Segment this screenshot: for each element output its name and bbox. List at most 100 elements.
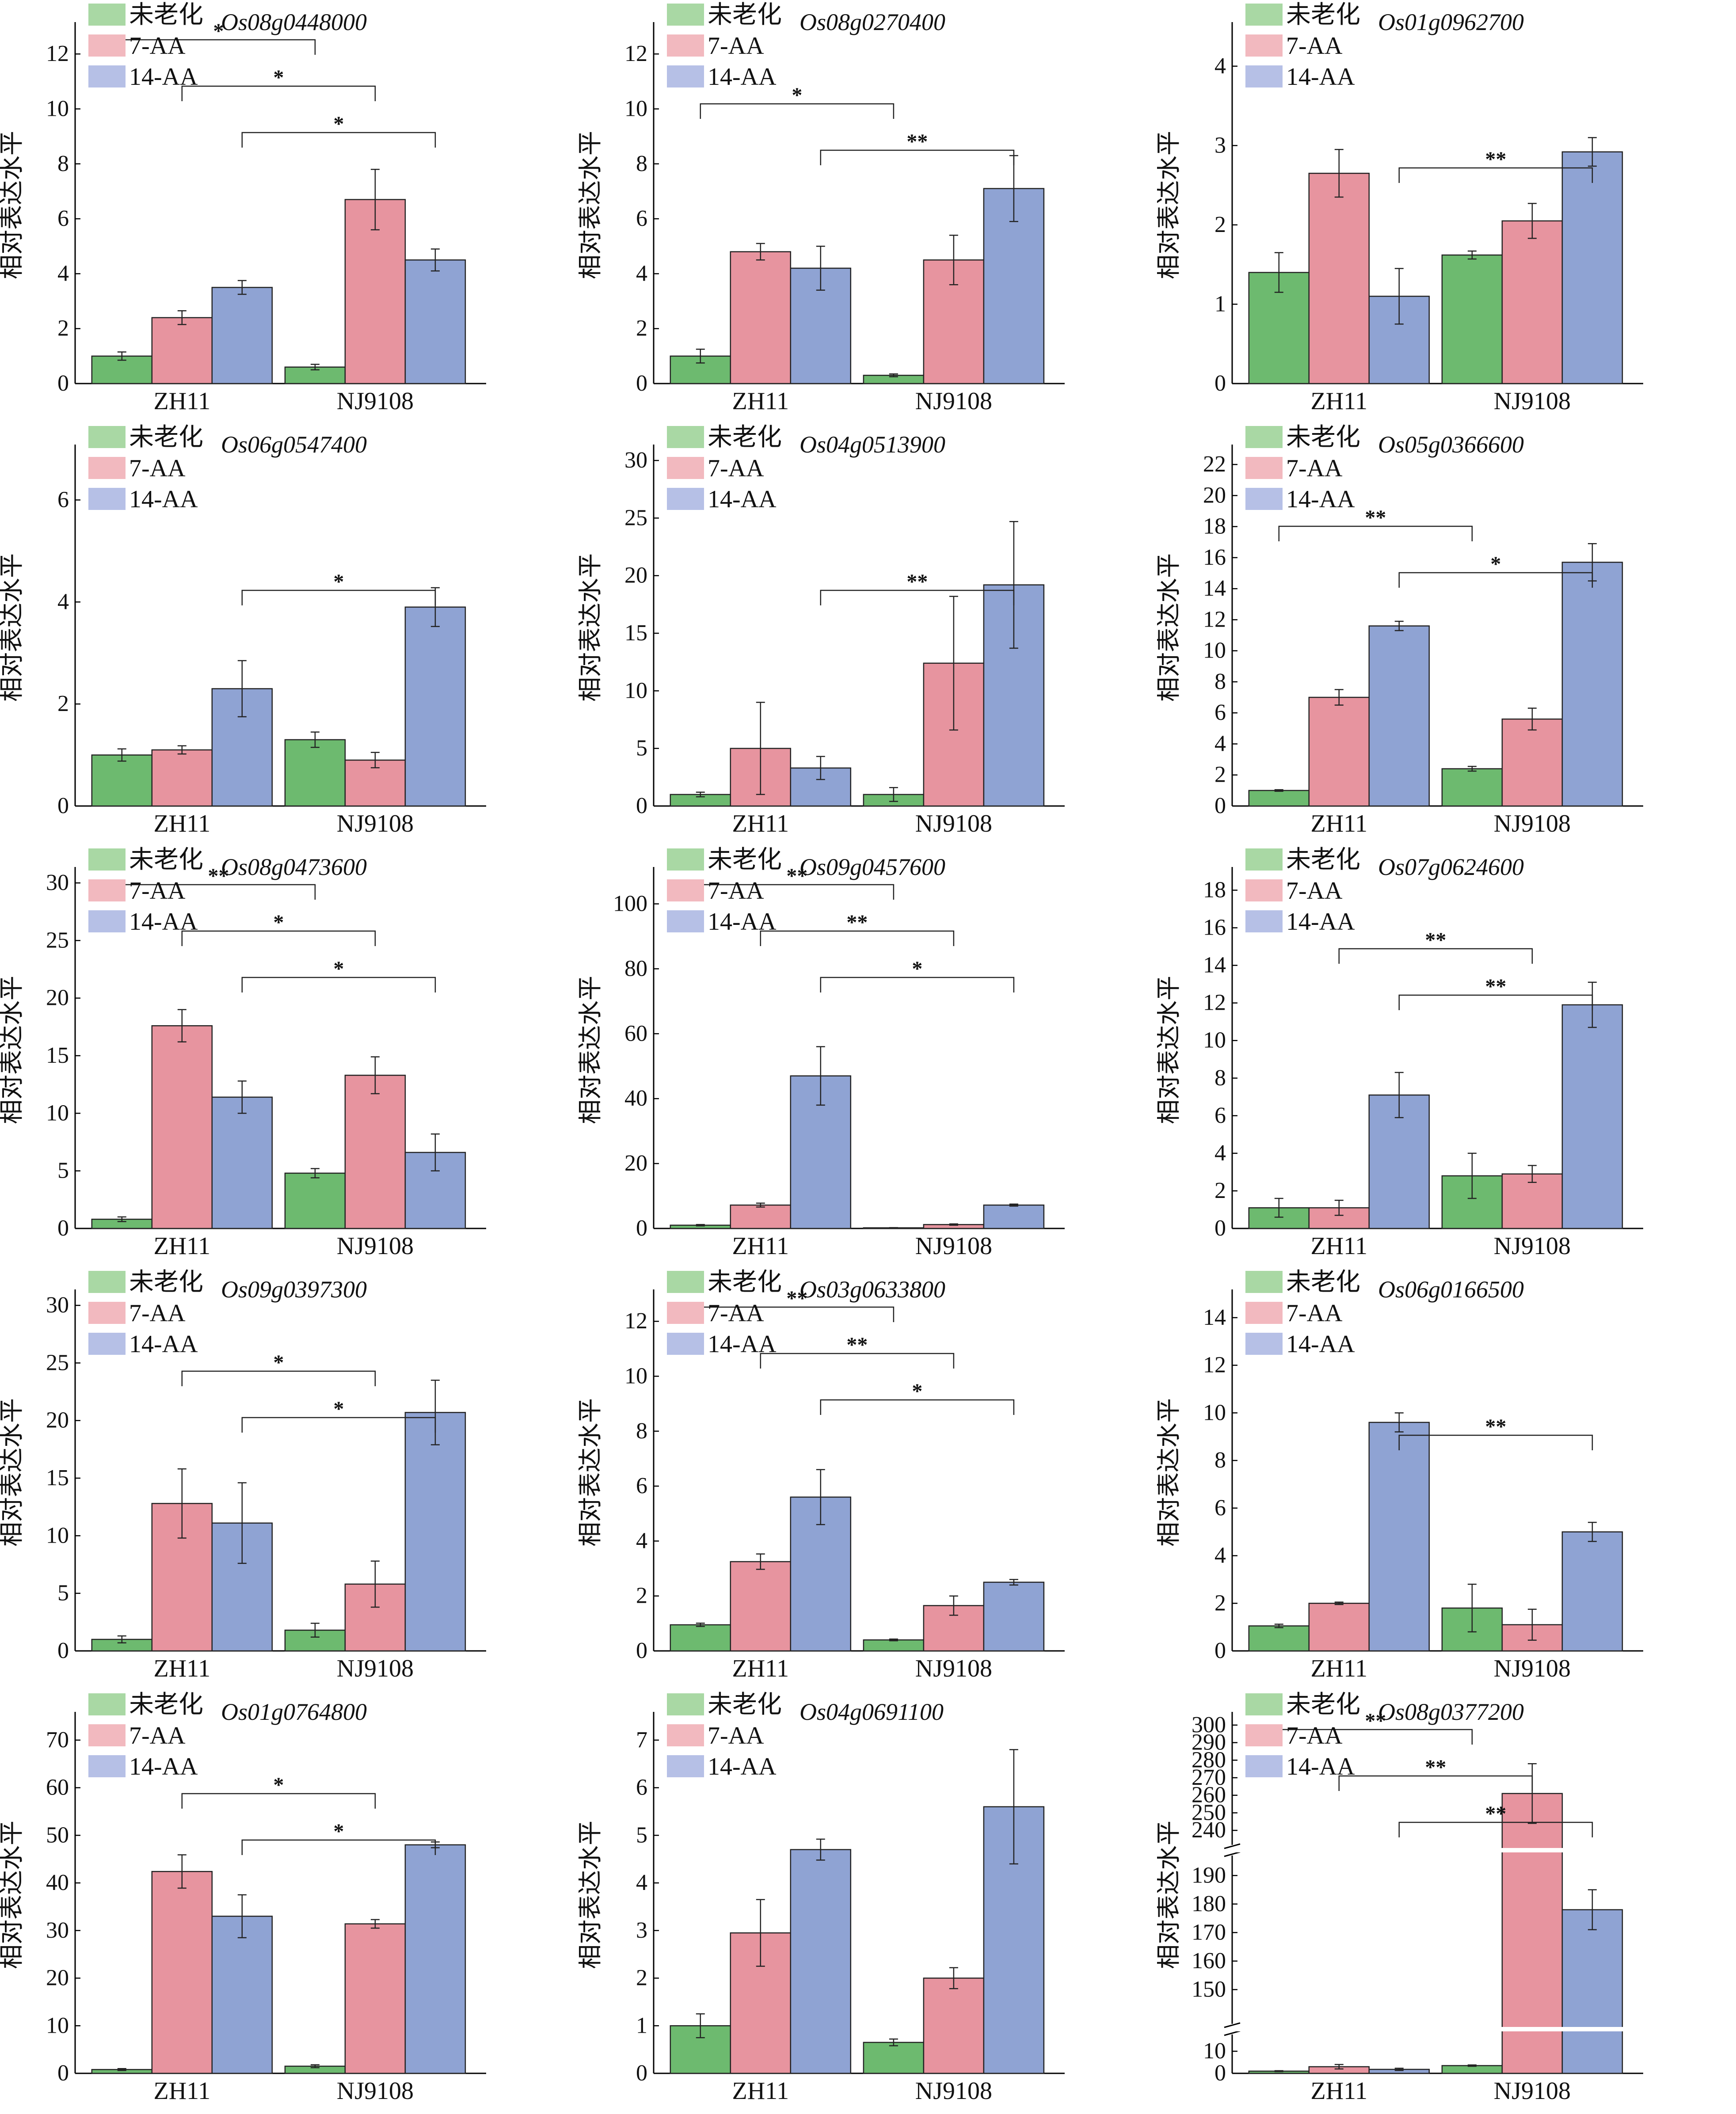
- y-tick-label: 0: [57, 371, 69, 396]
- y-axis-label: 相对表达水平: [1157, 976, 1183, 1124]
- y-tick-label: 280: [1192, 1747, 1226, 1772]
- break-band: [1234, 1848, 1641, 1852]
- significance-bracket: [181, 85, 376, 101]
- chart-title: Os08g0270400: [799, 9, 945, 35]
- y-axis-label: 相对表达水平: [1157, 131, 1183, 279]
- y-tick-label: 10: [1203, 2038, 1226, 2064]
- x-tick-label: NJ9108: [915, 2077, 992, 2105]
- y-axis-label: 相对表达水平: [579, 553, 604, 702]
- y-tick-label: 0: [636, 2061, 647, 2086]
- x-tick-label: NJ9108: [337, 1655, 414, 1682]
- chart-panel-Os08g0377200: 0 10 150 160 170 180 190 240 250 260 270 280 290 300 相…: [1157, 1690, 1736, 2112]
- legend-swatch-unaged: [88, 1271, 126, 1293]
- legend-swatch-unaged: [88, 4, 126, 26]
- y-tick-label: 14: [1203, 1305, 1226, 1330]
- chart-svg: 0 2 4 6 8 10 12 14 16 18 相对表达水平 ZH11 NJ9108 ** ** 未老化 7-…: [1157, 846, 1643, 1260]
- y-axis-label: 相对表达水平: [1157, 1398, 1183, 1547]
- legend-swatch-unaged: [667, 848, 704, 871]
- bar-aa14: [790, 767, 852, 807]
- y-tick-label: 2: [636, 316, 647, 341]
- legend-label: 7-AA: [708, 1722, 764, 1749]
- significance-bracket: [241, 977, 436, 992]
- legend-label: 未老化: [129, 846, 203, 874]
- y-tick-label: 4: [636, 1528, 647, 1553]
- bar-aa7: [151, 1871, 213, 2074]
- legend-label: 未老化: [129, 1, 203, 29]
- legend-swatch-aa14: [1245, 1333, 1283, 1355]
- bar-unaged: [1248, 790, 1310, 807]
- y-tick-label: 250: [1192, 1800, 1226, 1825]
- chart-svg: 0 10 20 30 40 50 60 70 相对表达水平 ZH11 NJ9108 * * 未老化 7-AA…: [0, 1691, 486, 2105]
- y-tick-label: 0: [57, 793, 69, 818]
- legend-label: 14-AA: [1286, 1331, 1355, 1358]
- legend-swatch-aa14: [1245, 65, 1283, 87]
- x-tick-label: NJ9108: [1494, 2077, 1571, 2105]
- axis-break-mark: [1224, 2022, 1241, 2028]
- y-tick-label: 2: [636, 1583, 647, 1608]
- bar-unaged: [1441, 254, 1503, 384]
- y-tick-label: 60: [46, 1775, 69, 1800]
- y-tick-label: 5: [57, 1158, 69, 1183]
- legend-swatch-aa7: [1245, 1724, 1283, 1746]
- bar-aa7: [151, 1025, 213, 1229]
- y-tick-label: 180: [1192, 1891, 1226, 1916]
- chart-panel-Os07g0624600: 0 2 4 6 8 10 12 14 16 18 相对表达水平 ZH11 NJ9108 ** ** 未老化 7-…: [1157, 845, 1736, 1267]
- y-tick-label: 18: [1203, 878, 1226, 903]
- significance-label: **: [786, 1287, 807, 1310]
- bar-aa7: [151, 749, 213, 807]
- significance-label: **: [1485, 975, 1506, 998]
- y-tick-label: 10: [46, 2013, 69, 2038]
- legend-label: 7-AA: [129, 1300, 186, 1327]
- y-tick-label: 0: [1214, 1216, 1226, 1241]
- axis-break-mark: [1224, 1851, 1241, 1857]
- y-tick-label: 10: [46, 96, 69, 121]
- y-tick-label: 0: [1214, 371, 1226, 396]
- y-tick-label: 12: [624, 41, 647, 66]
- significance-bracket: [1398, 572, 1593, 588]
- bar-aa14: [1561, 562, 1623, 807]
- x-tick-label: ZH11: [732, 1655, 789, 1682]
- legend-swatch-aa7: [88, 1724, 126, 1746]
- bar-unaged: [1441, 768, 1503, 807]
- y-tick-label: 60: [624, 1021, 647, 1046]
- y-tick-label: 22: [1203, 452, 1226, 477]
- y-axis-label: 相对表达水平: [579, 1398, 604, 1547]
- y-tick-label: 1: [636, 2013, 647, 2038]
- legend-label: 14-AA: [708, 908, 777, 935]
- y-tick-label: 40: [624, 1086, 647, 1111]
- significance-label: *: [333, 1397, 344, 1421]
- bar-aa7: [730, 1561, 792, 1652]
- x-tick-label: ZH11: [732, 2077, 789, 2105]
- legend-swatch-aa14: [1245, 910, 1283, 932]
- legend-swatch-unaged: [88, 1693, 126, 1715]
- bar-aa14: [211, 287, 273, 384]
- bar-aa7: [1308, 696, 1370, 807]
- bar-unaged: [284, 1172, 346, 1229]
- significance-label: **: [846, 911, 868, 934]
- legend-label: 未老化: [708, 1269, 782, 1296]
- chart-title: Os01g0764800: [221, 1699, 367, 1725]
- significance-label: **: [786, 864, 807, 888]
- legend-label: 未老化: [708, 1691, 782, 1719]
- bar-aa7: [1501, 1173, 1563, 1229]
- significance-label: *: [333, 957, 344, 981]
- legend-label: 未老化: [1286, 1, 1360, 29]
- chart-title: Os04g0691100: [799, 1699, 944, 1725]
- chart-title: Os07g0624600: [1378, 854, 1524, 880]
- significance-bracket: [181, 1793, 376, 1809]
- chart-title: Os08g0448000: [221, 9, 367, 35]
- significance-label: *: [213, 19, 224, 43]
- y-tick-label: 10: [624, 1363, 647, 1388]
- y-tick-label: 12: [1203, 607, 1226, 632]
- y-tick-label: 0: [636, 1638, 647, 1663]
- y-tick-label: 20: [624, 1151, 647, 1176]
- y-tick-label: 15: [46, 1043, 69, 1068]
- significance-label: **: [1425, 928, 1446, 952]
- legend-label: 7-AA: [129, 877, 186, 905]
- y-tick-label: 290: [1192, 1730, 1226, 1755]
